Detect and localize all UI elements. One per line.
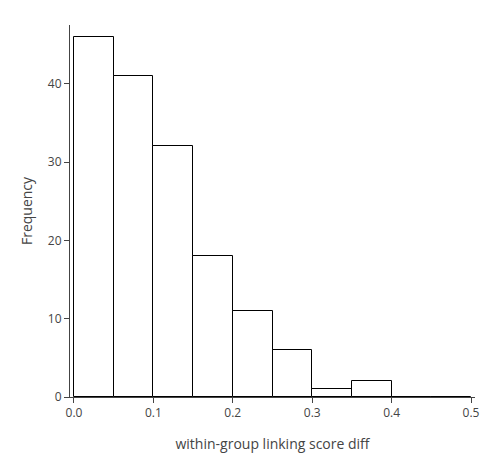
svg-text:0: 0 xyxy=(55,388,62,405)
svg-text:40: 40 xyxy=(48,75,62,92)
svg-text:0.0: 0.0 xyxy=(66,404,83,421)
svg-text:0.2: 0.2 xyxy=(224,404,241,421)
svg-text:Frequency: Frequency xyxy=(17,176,36,245)
svg-text:0.5: 0.5 xyxy=(463,404,480,421)
svg-text:0.3: 0.3 xyxy=(304,404,321,421)
svg-text:0.4: 0.4 xyxy=(383,404,400,421)
svg-text:30: 30 xyxy=(48,153,62,170)
svg-text:10: 10 xyxy=(48,310,62,327)
svg-text:within-group linking score dif: within-group linking score diff xyxy=(175,434,371,453)
svg-text:20: 20 xyxy=(48,232,62,249)
svg-text:0.1: 0.1 xyxy=(145,404,162,421)
